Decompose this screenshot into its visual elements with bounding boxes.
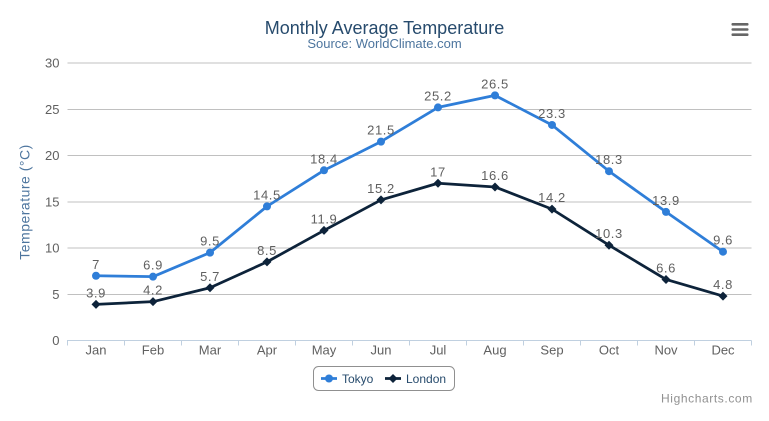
svg-text:6.6: 6.6 bbox=[656, 260, 676, 275]
svg-text:Temperature (°C): Temperature (°C) bbox=[17, 144, 33, 260]
svg-text:16.6: 16.6 bbox=[481, 168, 509, 183]
svg-text:10.3: 10.3 bbox=[595, 226, 623, 241]
svg-text:Highcharts.com: Highcharts.com bbox=[661, 392, 753, 406]
svg-text:Apr: Apr bbox=[257, 343, 278, 358]
svg-text:Monthly Average Temperature: Monthly Average Temperature bbox=[265, 18, 504, 38]
svg-text:Jun: Jun bbox=[371, 343, 392, 358]
svg-text:Jan: Jan bbox=[86, 343, 107, 358]
svg-text:15: 15 bbox=[45, 194, 59, 209]
svg-text:10: 10 bbox=[45, 241, 59, 256]
svg-text:Dec: Dec bbox=[711, 343, 735, 358]
svg-text:Oct: Oct bbox=[599, 343, 620, 358]
svg-text:Sep: Sep bbox=[540, 343, 563, 358]
svg-text:5: 5 bbox=[52, 287, 59, 302]
svg-text:Tokyo: Tokyo bbox=[342, 372, 374, 386]
svg-text:4.2: 4.2 bbox=[143, 283, 163, 298]
svg-text:Aug: Aug bbox=[483, 343, 506, 358]
svg-text:18.4: 18.4 bbox=[310, 151, 338, 166]
svg-text:7: 7 bbox=[92, 257, 100, 272]
svg-text:Mar: Mar bbox=[199, 343, 222, 358]
svg-text:Source: WorldClimate.com: Source: WorldClimate.com bbox=[307, 36, 461, 51]
svg-text:5.7: 5.7 bbox=[200, 269, 220, 284]
svg-text:25.2: 25.2 bbox=[424, 88, 452, 103]
svg-text:25: 25 bbox=[45, 102, 59, 117]
svg-text:May: May bbox=[312, 343, 337, 358]
svg-text:14.5: 14.5 bbox=[253, 187, 281, 202]
svg-text:0: 0 bbox=[52, 333, 59, 348]
svg-text:18.3: 18.3 bbox=[595, 152, 623, 167]
svg-text:21.5: 21.5 bbox=[367, 123, 395, 138]
svg-text:4.8: 4.8 bbox=[713, 277, 733, 292]
svg-text:3.9: 3.9 bbox=[86, 285, 106, 300]
svg-text:14.2: 14.2 bbox=[538, 190, 566, 205]
svg-text:26.5: 26.5 bbox=[481, 76, 509, 91]
svg-text:20: 20 bbox=[45, 148, 59, 163]
svg-text:Nov: Nov bbox=[654, 343, 678, 358]
svg-text:9.6: 9.6 bbox=[713, 233, 733, 248]
svg-text:Jul: Jul bbox=[430, 343, 447, 358]
svg-text:30: 30 bbox=[45, 56, 59, 71]
svg-text:11.9: 11.9 bbox=[311, 211, 338, 226]
svg-text:6.9: 6.9 bbox=[143, 258, 163, 273]
svg-text:9.5: 9.5 bbox=[200, 234, 220, 249]
svg-text:13.9: 13.9 bbox=[652, 193, 680, 208]
svg-text:London: London bbox=[406, 372, 446, 386]
svg-text:15.2: 15.2 bbox=[367, 181, 395, 196]
svg-text:23.3: 23.3 bbox=[538, 106, 566, 121]
svg-text:8.5: 8.5 bbox=[257, 243, 277, 258]
svg-text:Feb: Feb bbox=[142, 343, 164, 358]
svg-text:17: 17 bbox=[430, 164, 446, 179]
